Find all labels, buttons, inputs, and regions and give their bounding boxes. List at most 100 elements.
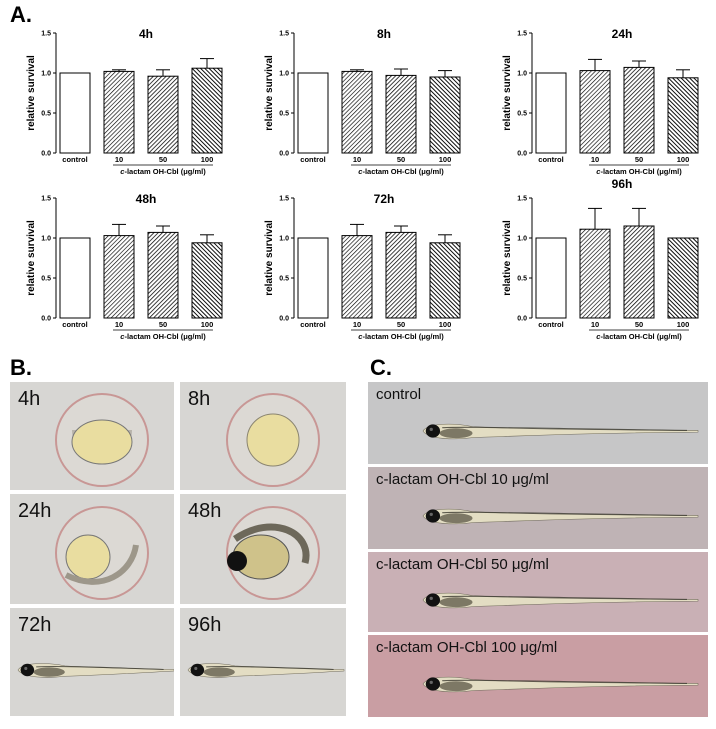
larva-photo-0: control — [368, 382, 708, 464]
x-tick-label: control — [300, 155, 325, 164]
bar-50 — [623, 225, 655, 319]
bar-100 — [667, 237, 699, 319]
larva-image — [422, 423, 699, 440]
y-axis-label: relative survival — [502, 55, 513, 131]
x-axis-label: c-lactam OH-Cbl (μg/ml) — [120, 332, 206, 341]
x-tick-label: control — [300, 320, 325, 329]
chart-title: 8h — [377, 27, 391, 41]
photo-label: 48h — [188, 500, 222, 522]
y-tick-label: 0.5 — [41, 111, 51, 118]
x-axis-label-italic: c — [358, 167, 363, 176]
larva-image — [422, 676, 699, 693]
y-tick-label: 1.0 — [517, 71, 527, 78]
x-tick-label: 50 — [159, 320, 167, 329]
y-axis-label: relative survival — [26, 220, 37, 296]
bar-control — [297, 237, 329, 319]
y-tick-label: 0.5 — [41, 276, 51, 283]
bar-10 — [341, 70, 373, 154]
y-tick-label: 0.5 — [517, 276, 527, 283]
bar-control — [59, 237, 91, 319]
panel-label-b: B. — [10, 355, 32, 380]
y-tick-label: 1.0 — [41, 71, 51, 78]
y-tick-label: 1.0 — [279, 236, 289, 243]
bar-10 — [103, 70, 135, 154]
y-tick-label: 0.0 — [41, 316, 51, 323]
y-tick-label: 1.5 — [279, 31, 289, 38]
y-tick-label: 1.5 — [517, 31, 527, 38]
panel-label-a: A. — [10, 2, 32, 27]
x-tick-label: 10 — [115, 155, 123, 164]
x-axis-label: c-lactam OH-Cbl (μg/ml) — [596, 332, 682, 341]
x-axis-label: c-lactam OH-Cbl (μg/ml) — [358, 167, 444, 176]
x-axis-label-italic: c — [120, 332, 125, 341]
y-tick-label: 1.0 — [517, 236, 527, 243]
embryo-image — [187, 663, 345, 678]
larva-photo-2: c-lactam OH-Cbl 50 μg/ml — [368, 552, 708, 632]
x-tick-label: 10 — [591, 320, 599, 329]
embryo-image — [226, 393, 320, 487]
x-axis-label-italic: c — [358, 332, 363, 341]
y-axis-label: relative survival — [264, 55, 275, 131]
y-axis-label: relative survival — [502, 220, 513, 296]
bar-10 — [579, 228, 611, 319]
y-tick-label: 1.0 — [279, 71, 289, 78]
chart-title: 24h — [612, 27, 633, 41]
x-axis-label-rest: -lactam OH-Cbl (μg/ml) — [362, 167, 444, 176]
bar-50 — [623, 66, 655, 154]
chart-4h: 0.0 0.5 1.0 1.5 relative survival 4h control 10… — [26, 27, 223, 176]
embryo-photo-4h: 4h — [10, 382, 174, 490]
x-tick-label: 100 — [201, 320, 214, 329]
bar-50 — [385, 231, 417, 319]
y-tick-label: 0.0 — [41, 151, 51, 158]
panel-label-c: C. — [370, 355, 392, 380]
embryo-image — [55, 393, 149, 487]
x-tick-label: 50 — [159, 155, 167, 164]
chart-8h: 0.0 0.5 1.0 1.5 relative survival 8h control 10… — [264, 27, 461, 176]
embryo-photo-24h: 24h — [10, 494, 174, 604]
x-axis-label-rest: -lactam OH-Cbl (μg/ml) — [362, 332, 444, 341]
y-tick-label: 0.5 — [279, 276, 289, 283]
bar-50 — [147, 231, 179, 319]
x-tick-label: 10 — [353, 155, 361, 164]
x-tick-label: 50 — [397, 155, 405, 164]
embryo-photo-72h: 72h — [10, 608, 174, 716]
x-tick-label: 100 — [677, 155, 690, 164]
y-tick-label: 1.5 — [517, 196, 527, 203]
y-tick-label: 0.5 — [517, 111, 527, 118]
chart-24h: 0.0 0.5 1.0 1.5 relative survival 24h control 1… — [502, 27, 699, 176]
y-tick-label: 1.5 — [41, 196, 51, 203]
embryo-photo-8h: 8h — [180, 382, 346, 490]
x-tick-label: 50 — [635, 320, 643, 329]
embryo-image — [17, 663, 174, 678]
photo-label: 72h — [18, 614, 52, 636]
bar-control — [59, 72, 91, 154]
larva-image — [422, 508, 699, 525]
bar-10 — [103, 235, 135, 319]
embryo-photo-48h: 48h — [180, 494, 346, 604]
bar-100 — [191, 67, 223, 154]
x-axis-label-italic: c — [596, 167, 601, 176]
photo-label: 4h — [18, 388, 41, 410]
y-tick-label: 0.0 — [517, 316, 527, 323]
larva-photo-3: c-lactam OH-Cbl 100 μg/ml — [368, 635, 708, 717]
y-tick-label: 1.5 — [41, 31, 51, 38]
chart-96h: 0.0 0.5 1.0 1.5 relative survival 96h control 1… — [502, 177, 699, 341]
chart-title: 48h — [136, 192, 157, 206]
x-axis-label: c-lactam OH-Cbl (μg/ml) — [596, 167, 682, 176]
x-axis-label-rest: -lactam OH-Cbl (μg/ml) — [124, 167, 206, 176]
photo-label: 96h — [188, 614, 222, 636]
bar-100 — [429, 242, 461, 319]
x-axis-label-rest: -lactam OH-Cbl (μg/ml) — [600, 332, 682, 341]
photo-label: 24h — [18, 500, 52, 522]
y-tick-label: 1.0 — [41, 236, 51, 243]
x-tick-label: 10 — [115, 320, 123, 329]
x-tick-label: 100 — [677, 320, 690, 329]
chart-72h: 0.0 0.5 1.0 1.5 relative survival 72h control 1… — [264, 192, 461, 341]
bar-100 — [667, 77, 699, 154]
bar-100 — [429, 76, 461, 154]
survival-charts: 0.0 0.5 1.0 1.5 relative survival 4h control 10… — [26, 27, 699, 341]
x-tick-label: 10 — [591, 155, 599, 164]
embryo-image — [226, 506, 320, 600]
x-axis-label: c-lactam OH-Cbl (μg/ml) — [358, 332, 444, 341]
x-tick-label: control — [62, 155, 87, 164]
